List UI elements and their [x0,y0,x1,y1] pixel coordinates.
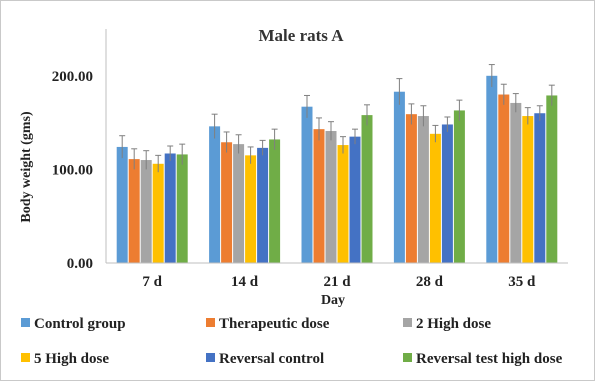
x-tick-label: 14 d [231,274,259,290]
y-tick-label: 200.00 [52,69,93,85]
bar [546,95,558,264]
legend-swatch [21,318,30,327]
bar [164,153,176,263]
bar [269,139,281,263]
bar [221,142,233,263]
legend-label: Control group [34,316,126,332]
bar [233,144,245,263]
error-bars-layer [119,64,555,173]
x-tick-labels: 7 d 14 d 21 d 28 d 35 d [142,274,536,290]
legend: Control group Therapeutic dose 2 High dose… [21,316,563,367]
bar [441,124,453,263]
legend-swatch [21,353,30,362]
y-axis-label: Body weight (gms) [19,111,34,223]
bar [429,133,441,263]
bar [361,115,373,263]
bar [510,102,522,263]
bar [393,91,405,263]
bar [301,106,313,263]
bar [337,145,349,263]
bar [245,155,257,263]
y-tick-label: 100.00 [52,162,93,178]
x-tick-label: 7 d [142,274,162,290]
legend-swatch [403,318,412,327]
bar [128,159,140,263]
legend-swatch [206,353,215,362]
legend-label: Reversal test high dose [416,351,563,367]
legend-label: Therapeutic dose [219,316,330,332]
y-tick-label: 0.00 [67,256,93,272]
bar [405,114,417,264]
bar [140,160,152,263]
bar [522,116,534,263]
legend-label: 5 High dose [34,351,109,367]
chart-title: Male rats A [259,26,345,45]
x-tick-label: 21 d [323,274,351,290]
x-tick-label: 35 d [508,274,536,290]
bar [486,75,498,263]
legend-swatch [403,353,412,362]
bar [152,163,164,263]
legend-swatch [206,318,215,327]
bar [349,136,361,263]
bars-layer [116,75,558,264]
bar [116,146,128,263]
bar [534,113,546,264]
bar [325,131,337,263]
bar [417,116,429,263]
bar [498,94,510,264]
bar [453,110,465,263]
bar [257,147,269,263]
bar [313,129,325,263]
x-axis-label: Day [321,293,345,308]
legend-label: 2 High dose [416,316,491,332]
x-tick-label: 28 d [416,274,444,290]
legend-label: Reversal control [219,351,324,367]
y-tick-labels: 0.00 100.00 200.00 [52,69,93,272]
bar [176,154,188,263]
bar [209,126,221,264]
